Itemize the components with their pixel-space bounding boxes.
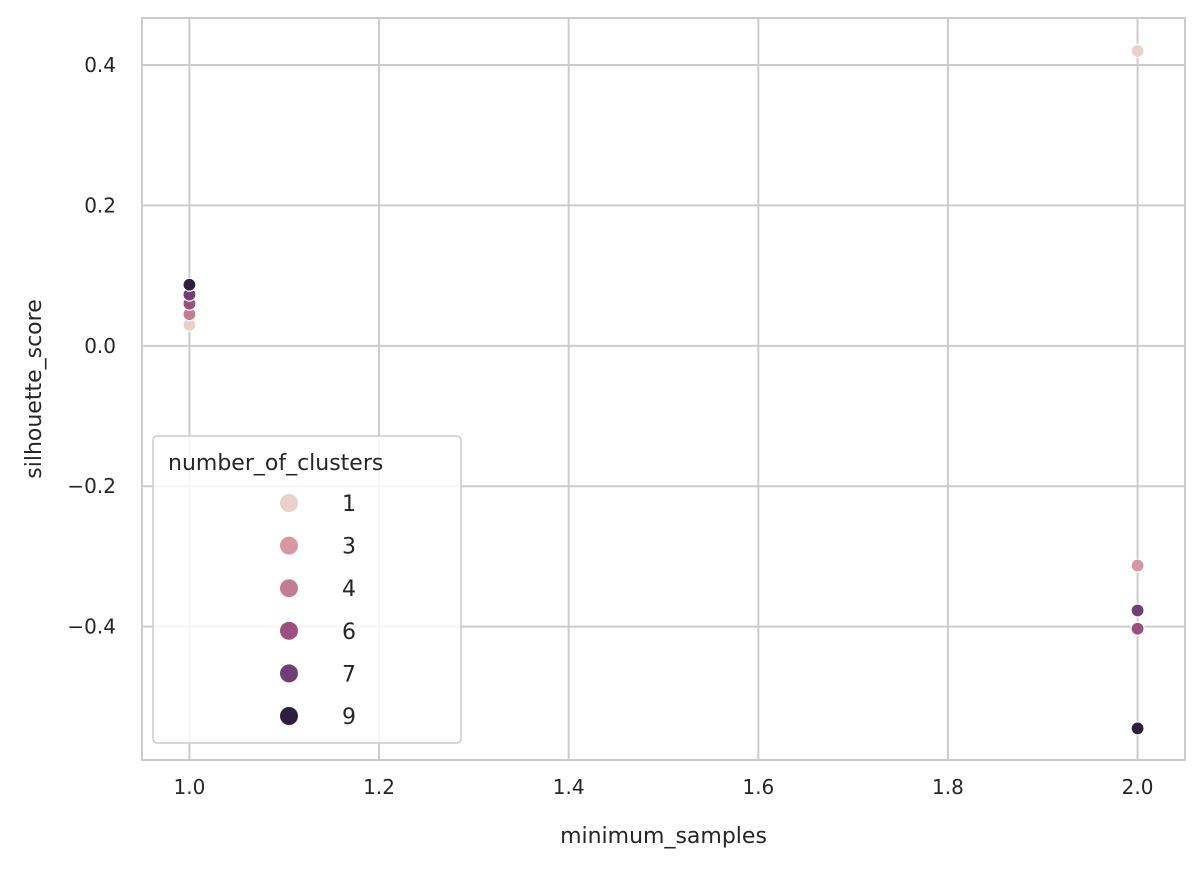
plot-area-frame [141,17,1186,761]
y-tick-label: 0.0 [84,334,116,358]
legend-marker [280,621,298,640]
data-point [1130,721,1145,736]
x-axis-ticks: 1.0 1.2 1.4 1.6 1.8 2.0 [174,775,1154,799]
legend: number_of_clusters 1 3 4 6 7 9 [152,435,462,744]
legend-title: number_of_clusters [168,451,383,476]
legend-label: 7 [342,662,356,687]
legend-marker [280,536,298,555]
legend-marker [280,579,298,598]
x-tick-label: 2.0 [1122,775,1154,799]
x-tick-label: 1.6 [742,775,774,799]
legend-box [152,435,462,744]
legend-entries: 1 3 4 6 7 9 [280,492,356,730]
y-tick-label: 0.2 [84,193,116,217]
y-tick-label: 0.4 [84,53,116,77]
x-axis-label: minimum_samples [560,824,767,849]
data-point [1130,621,1145,636]
data-point [1130,558,1145,573]
y-axis-ticks: −0.4 −0.2 0.0 0.2 0.4 [67,53,116,639]
x-tick-label: 1.2 [363,775,395,799]
x-tick-label: 1.0 [174,775,206,799]
legend-label: 1 [342,492,356,517]
data-point [1130,603,1145,618]
legend-label: 9 [342,705,356,730]
legend-label: 3 [342,535,356,560]
legend-marker [280,664,298,683]
x-tick-label: 1.4 [553,775,585,799]
x-tick-label: 1.8 [932,775,964,799]
legend-marker [280,494,298,512]
y-tick-label: −0.4 [67,615,116,639]
y-tick-label: −0.2 [67,474,116,498]
legend-label: 4 [342,577,356,602]
data-point [1130,43,1145,59]
legend-marker [280,707,298,725]
y-axis-label: silhouette_score [22,299,47,478]
data-points [182,43,1145,736]
legend-label: 6 [342,620,356,645]
data-point [182,277,197,292]
